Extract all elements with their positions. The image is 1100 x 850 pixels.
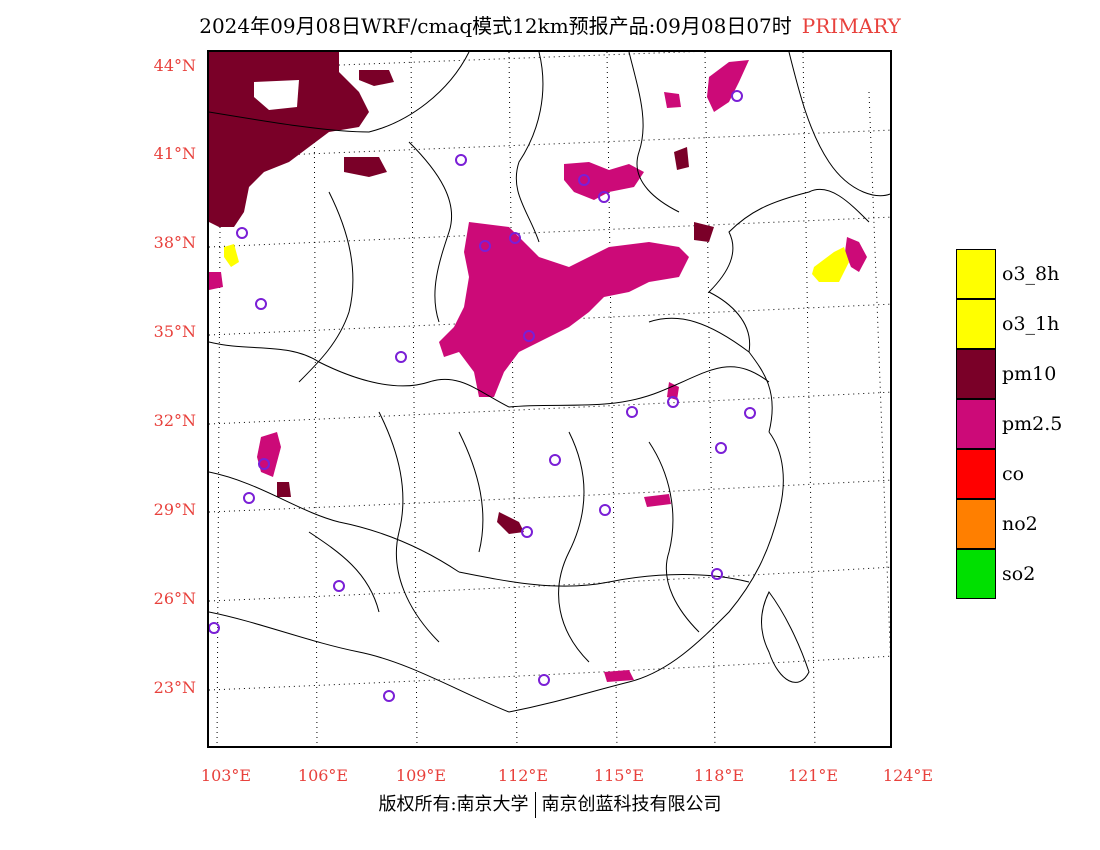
legend-label-co: co <box>1002 463 1025 485</box>
lat-label-44: 44°N <box>153 56 196 75</box>
legend-swatch-co <box>956 449 996 499</box>
lat-label-32: 32°N <box>153 411 196 430</box>
legend-label-no2: no2 <box>1002 513 1038 535</box>
lon-label-121: 121°E <box>787 766 839 785</box>
legend-label-o3-8h: o3_8h <box>1002 263 1060 285</box>
lon-label-124: 124°E <box>882 766 934 785</box>
legend-label-pm2-5: pm2.5 <box>1002 413 1063 435</box>
copyright-owner: 版权所有:南京大学 <box>378 794 529 815</box>
pm10-areas <box>209 52 714 534</box>
map-title-text: 2024年09月08日WRF/cmaq模式12km预报产品:09月08日07时 <box>199 14 792 38</box>
latitude-gridlines <box>209 52 890 691</box>
lon-label-106: 106°E <box>297 766 349 785</box>
lon-label-103: 103°E <box>200 766 252 785</box>
map-frame <box>207 50 892 748</box>
legend-label-so2: so2 <box>1002 563 1036 585</box>
legend-swatch-no2 <box>956 499 996 549</box>
lon-label-109: 109°E <box>395 766 447 785</box>
lon-label-118: 118°E <box>693 766 745 785</box>
lat-label-23: 23°N <box>153 678 196 697</box>
copyright-company: 南京创蓝科技有限公司 <box>541 794 722 815</box>
lat-label-35: 35°N <box>153 322 196 341</box>
legend-label-pm10: pm10 <box>1002 363 1057 385</box>
pollution-map <box>209 52 890 746</box>
legend-swatch-o3-8h <box>956 249 996 299</box>
legend-label-o3-1h: o3_1h <box>1002 313 1060 335</box>
lat-label-38: 38°N <box>153 233 196 252</box>
legend-swatch-so2 <box>956 549 996 599</box>
footer-separator <box>534 792 536 818</box>
legend-swatch-pm2-5 <box>956 399 996 449</box>
lat-label-29: 29°N <box>153 500 196 519</box>
clear-area <box>254 80 299 110</box>
copyright-footer: 版权所有:南京大学 南京创蓝科技有限公司 <box>0 790 1100 818</box>
station-markers <box>209 90 756 702</box>
lon-label-115: 115°E <box>593 766 645 785</box>
map-title: 2024年09月08日WRF/cmaq模式12km预报产品:09月08日07时 P… <box>0 10 1100 39</box>
boundaries <box>209 52 890 713</box>
pm2-5-areas <box>209 60 867 682</box>
longitude-gridlines <box>216 52 890 746</box>
lat-label-26: 26°N <box>153 589 196 608</box>
primary-tag: PRIMARY <box>801 14 901 38</box>
lon-label-112: 112°E <box>497 766 549 785</box>
legend-swatch-pm10 <box>956 349 996 399</box>
legend-swatch-o3-1h <box>956 299 996 349</box>
o3-areas <box>224 244 849 282</box>
lat-label-41: 41°N <box>153 144 196 163</box>
